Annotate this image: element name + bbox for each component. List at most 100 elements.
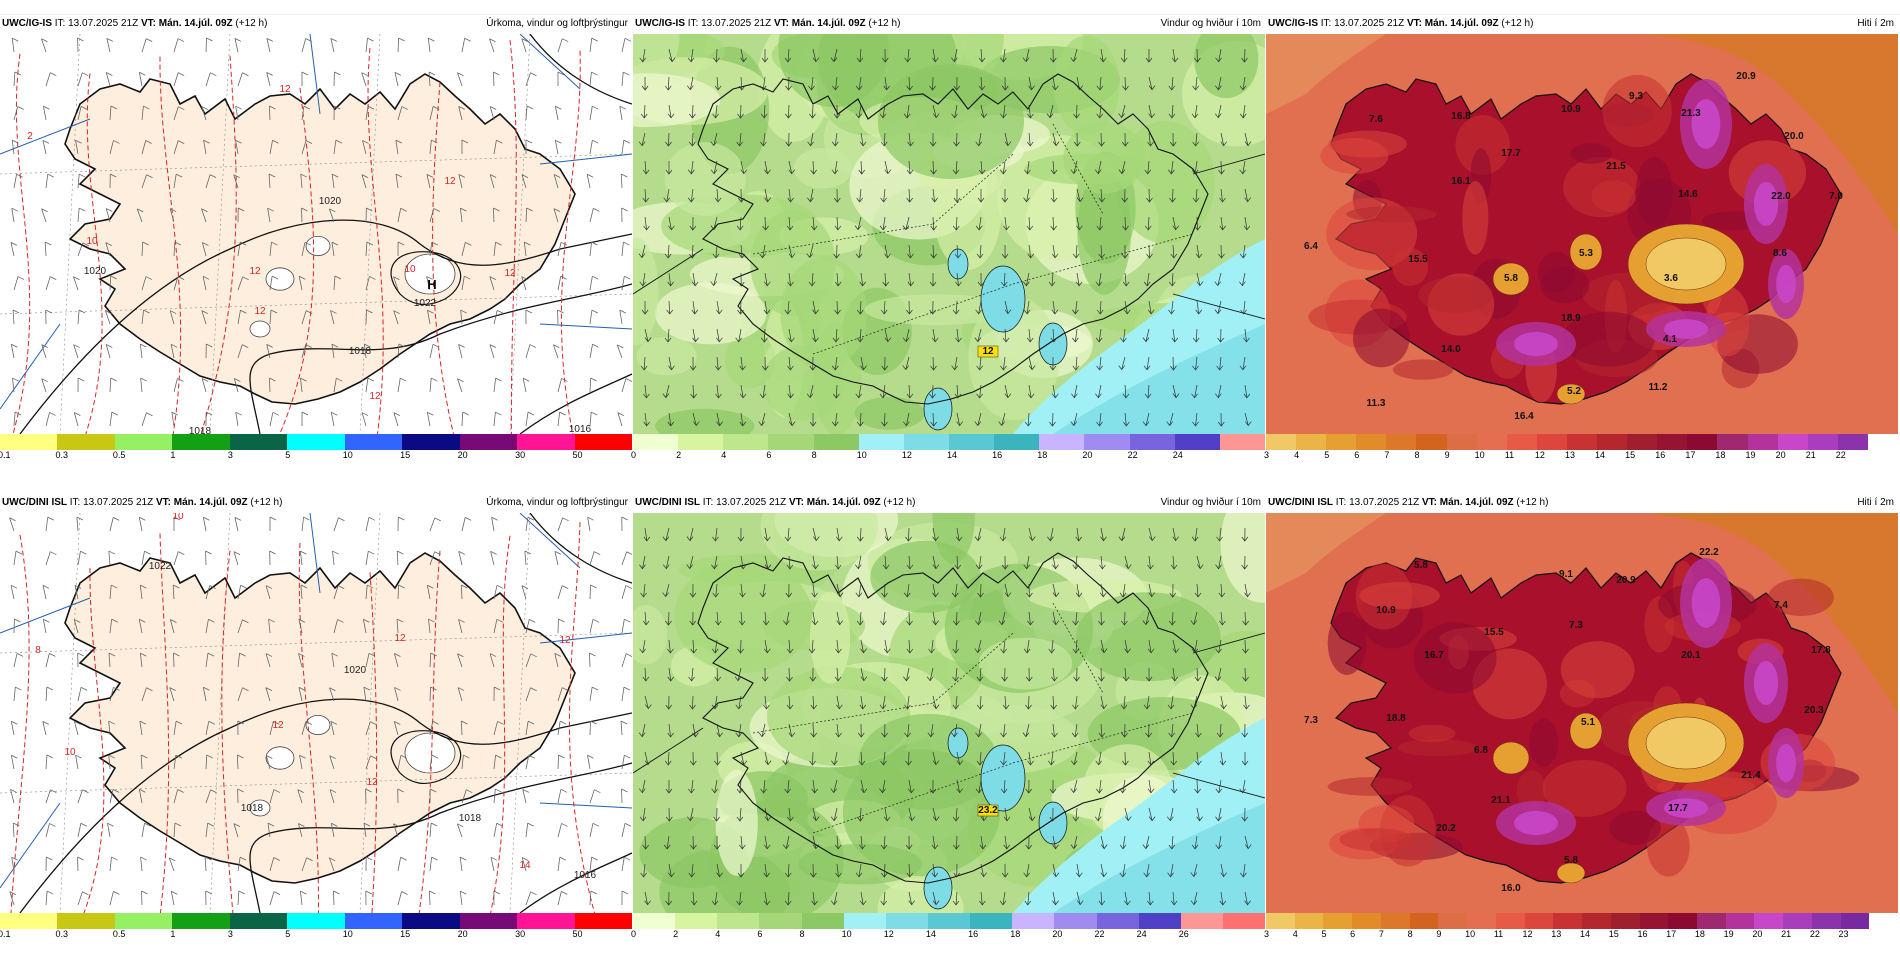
- temperature-value-label: 8.6: [1773, 248, 1787, 259]
- panel-title: Vindur og hviður í 10m: [1161, 493, 1261, 513]
- panel-title: Hiti í 2m: [1857, 14, 1894, 34]
- scale-tick-label: 15: [400, 450, 410, 460]
- color-scale-swatch: [1537, 434, 1567, 450]
- temperature-value-label: 7.3: [1304, 715, 1318, 726]
- color-scale-swatch: [1717, 434, 1747, 450]
- color-scale-swatch: [1657, 434, 1687, 450]
- temperature-value-label: 16.0: [1501, 883, 1521, 894]
- temperature-value-label: 22.2: [1699, 547, 1719, 558]
- color-scale-swatch: [802, 913, 844, 929]
- color-scale-swatch: [970, 913, 1012, 929]
- map-area: 23.2: [633, 513, 1265, 913]
- wind-panel-igis: UWC/IG-IS IT: 13.07.2025 21Z VT: Mán. 14…: [633, 14, 1265, 484]
- color-scale-swatch: [1356, 434, 1386, 450]
- scale-tick-label: 6: [757, 929, 762, 939]
- color-scale-swatch: [1507, 434, 1537, 450]
- color-scale-swatch: [115, 913, 172, 929]
- temperature-value-label: 11.2: [1649, 382, 1668, 393]
- valid-time-label: VT:: [156, 497, 174, 508]
- color-scale-swatch: [1447, 434, 1477, 450]
- scale-tick-label: 15: [1625, 450, 1635, 460]
- scale-tick-label: 22: [1810, 929, 1820, 939]
- color-scale-swatch: [1139, 913, 1181, 929]
- temperature-value-label: 21.4: [1741, 770, 1761, 781]
- precip-contour-label: 14: [519, 860, 531, 871]
- valid-time: Mán. 14.júl. 09Z: [1440, 497, 1514, 508]
- color-scale-swatch: [1611, 913, 1640, 929]
- color-scale-bar: [0, 913, 632, 929]
- color-scale-swatch: [1296, 434, 1326, 450]
- color-scale-swatch: [759, 913, 801, 929]
- temperature-value-label: 5.8: [1564, 855, 1578, 866]
- lead-time: (+12 h): [248, 497, 283, 508]
- precip-panel-dini: UWC/DINI ISL IT: 13.07.2025 21Z VT: Mán.…: [0, 493, 632, 963]
- scale-tick-label: 16: [968, 929, 978, 939]
- color-scale-swatch: [1525, 913, 1554, 929]
- temperature-value-label: 5.2: [1567, 386, 1581, 397]
- scale-tick-label: 10: [1465, 929, 1475, 939]
- color-scale-swatch: [1220, 434, 1265, 450]
- precip-panel-igis: UWC/IG-IS IT: 13.07.2025 21Z VT: Mán. 14…: [0, 14, 632, 484]
- lead-time: (+12 h): [1499, 18, 1534, 29]
- precip-contour-label: 8: [35, 645, 41, 656]
- temperature-value-label: 16.7: [1424, 650, 1444, 661]
- isobar-label: 1018: [241, 803, 264, 814]
- scale-tick-label: 15: [1609, 929, 1619, 939]
- color-scale-swatch: [717, 913, 759, 929]
- wind-value-label: 12: [982, 346, 994, 357]
- color-scale-swatch: [1868, 434, 1898, 450]
- temperature-value-label: 22.0: [1771, 191, 1791, 202]
- color-scale-swatch: [1838, 434, 1868, 450]
- valid-time: Mán. 14.júl. 09Z: [1425, 18, 1499, 29]
- precip-contour-label: 10: [404, 264, 416, 275]
- temperature-value-label: 10.9: [1376, 605, 1396, 616]
- scale-tick-label: 16: [1637, 929, 1647, 939]
- precip-contour-label: 12: [254, 306, 266, 317]
- scale-tick-label: 10: [1475, 450, 1485, 460]
- precip-contour-label: 12: [444, 176, 456, 187]
- color-scale-swatch: [1467, 913, 1496, 929]
- valid-time-label: VT:: [141, 18, 159, 29]
- scale-tick-label: 4: [715, 929, 720, 939]
- color-scale-swatch: [1778, 434, 1808, 450]
- color-scale-swatch: [844, 913, 886, 929]
- temperature-value-label: 7.4: [1774, 600, 1788, 611]
- color-scale-swatch: [949, 434, 994, 450]
- color-scale-swatch: [1553, 913, 1582, 929]
- scale-tick-label: 8: [1414, 450, 1419, 460]
- lead-time: (+12 h): [233, 18, 268, 29]
- isobar-label: 1018: [459, 813, 482, 824]
- color-scale-swatch: [57, 434, 114, 450]
- temperature-value-label: 7.0: [1829, 191, 1843, 202]
- panel-title: Vindur og hviður í 10m: [1161, 14, 1261, 34]
- scale-tick-label: 13: [1565, 450, 1575, 460]
- color-scale-swatch: [1841, 913, 1870, 929]
- scale-tick-label: 3: [1264, 929, 1269, 939]
- valid-time: Mán. 14.júl. 09Z: [159, 18, 233, 29]
- init-time: IT: 13.07.2025 21Z: [700, 497, 789, 508]
- precip-contour-label: 12: [272, 720, 284, 731]
- color-scale-swatch: [460, 913, 517, 929]
- color-scale-swatch: [814, 434, 859, 450]
- color-scale-swatch: [633, 913, 675, 929]
- panel-header: UWC/DINI ISL IT: 13.07.2025 21Z VT: Mán.…: [0, 493, 632, 513]
- color-scale-swatch: [517, 913, 574, 929]
- color-scale-swatch: [230, 913, 287, 929]
- color-scale-swatch: [57, 913, 114, 929]
- run-info: UWC/IG-IS IT: 13.07.2025 21Z VT: Mán. 14…: [2, 14, 267, 34]
- color-scale-swatch: [1084, 434, 1129, 450]
- scale-tick-label: 0.3: [55, 450, 68, 460]
- precip-contour-label: 10: [86, 236, 98, 247]
- scale-tick-label: 3: [228, 450, 233, 460]
- color-scale-swatch: [345, 434, 402, 450]
- scale-tick-label: 0.5: [113, 929, 126, 939]
- color-scale-swatch: [1381, 913, 1410, 929]
- valid-time-label: VT:: [1422, 497, 1440, 508]
- map-area: 12: [633, 34, 1265, 434]
- color-scale-swatch: [904, 434, 949, 450]
- color-scale-bar: [633, 434, 1265, 450]
- color-scale-swatch: [517, 434, 574, 450]
